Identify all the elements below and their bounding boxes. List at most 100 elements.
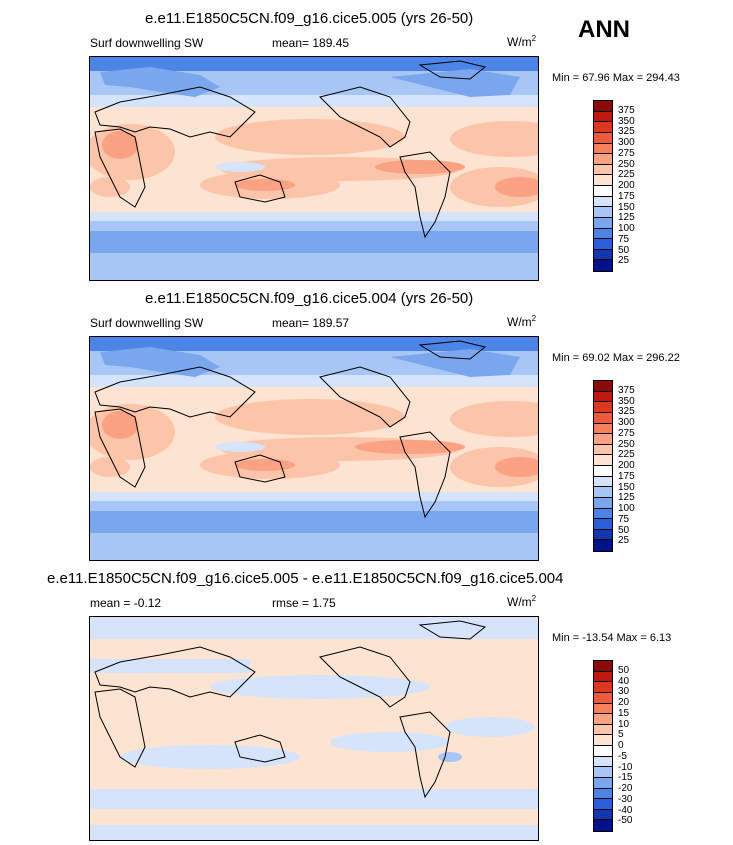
- colorbar-tick-label: 50: [618, 524, 630, 536]
- panel-3-map: [89, 616, 539, 841]
- panel-2-map: [89, 336, 539, 561]
- colorbar-swatch: [594, 671, 612, 683]
- panel-1-map: [89, 56, 539, 281]
- colorbar-swatch: [594, 111, 612, 123]
- panel-3-units-label: W/m2: [507, 594, 537, 609]
- colorbar-tick-label: 350: [618, 395, 635, 407]
- colorbar-tick-label: 30: [618, 686, 630, 698]
- colorbar-swatch: [594, 767, 612, 778]
- panel-2-map-svg: [90, 337, 538, 560]
- panel-1-variable-label: Surf downwelling SW: [90, 36, 204, 50]
- colorbar-tick-label: 50: [618, 664, 630, 676]
- colorbar-tick-label: 325: [618, 126, 635, 138]
- colorbar-swatch: [594, 476, 612, 488]
- colorbar-tick-label: 75: [618, 233, 630, 245]
- colorbar-tick-label: 375: [618, 384, 635, 396]
- colorbar-tick-label: 20: [618, 697, 630, 708]
- colorbar-swatch: [594, 724, 612, 736]
- panel-2-colorbar-swatches: [594, 381, 612, 551]
- colorbar-tick-label: 0: [618, 740, 624, 751]
- colorbar-swatch: [594, 239, 612, 250]
- colorbar-swatch: [594, 703, 612, 715]
- colorbar-swatch: [594, 777, 612, 789]
- panel-3-mean-label: mean = -0.12: [90, 596, 162, 610]
- season-label: ANN: [578, 16, 630, 43]
- colorbar-swatch: [594, 799, 612, 810]
- colorbar-tick-label: 300: [618, 417, 635, 428]
- colorbar-swatch: [594, 444, 612, 456]
- colorbar-swatch: [594, 132, 612, 144]
- colorbar-tick-label: 200: [618, 460, 635, 471]
- colorbar-swatch: [594, 714, 612, 725]
- colorbar-tick-label: 250: [618, 438, 635, 450]
- colorbar-swatch: [594, 529, 612, 541]
- colorbar-swatch: [594, 186, 612, 197]
- panel-1-minmax-label: Min = 67.96 Max = 294.43: [552, 72, 680, 84]
- panel-2-title: e.e11.E1850C5CN.f09_g16.cice5.004 (yrs 2…: [145, 290, 474, 307]
- colorbar-swatch: [594, 466, 612, 477]
- colorbar-tick-label: 300: [618, 137, 635, 148]
- panel-3-title: e.e11.E1850C5CN.f09_g16.cice5.005 - e.e1…: [47, 570, 564, 587]
- colorbar-swatch: [594, 735, 612, 746]
- panel-2-units-label: W/m2: [507, 314, 537, 329]
- colorbar-swatch: [594, 260, 612, 271]
- colorbar-tick-label: -50: [618, 815, 633, 827]
- colorbar-swatch: [594, 455, 612, 466]
- colorbar-tick-label: 375: [618, 104, 635, 116]
- panel-2-minmax-label: Min = 69.02 Max = 296.22: [552, 352, 680, 364]
- colorbar-tick-label: 15: [618, 707, 630, 719]
- colorbar-swatch: [594, 756, 612, 768]
- colorbar-tick-label: 275: [618, 427, 635, 439]
- colorbar-tick-label: 50: [618, 244, 630, 256]
- colorbar-swatch: [594, 412, 612, 424]
- colorbar-swatch: [594, 497, 612, 509]
- colorbar-tick-label: 200: [618, 180, 635, 191]
- colorbar-tick-label: 25: [618, 535, 630, 547]
- colorbar-tick-label: -15: [618, 772, 633, 784]
- colorbar-swatch: [594, 175, 612, 186]
- colorbar-swatch: [594, 207, 612, 218]
- colorbar-swatch: [594, 788, 612, 800]
- colorbar-tick-label: 25: [618, 255, 630, 267]
- colorbar-swatch: [594, 217, 612, 229]
- colorbar-swatch: [594, 519, 612, 530]
- colorbar-swatch: [594, 692, 612, 704]
- colorbar-tick-label: 325: [618, 406, 635, 418]
- colorbar-swatch: [594, 154, 612, 165]
- colorbar-tick-label: -5: [618, 750, 627, 762]
- panel-3-rmse-label: rmse = 1.75: [272, 596, 336, 610]
- colorbar-swatch: [594, 381, 612, 392]
- colorbar-tick-label: 175: [618, 470, 635, 482]
- colorbar-tick-label: -20: [618, 783, 633, 794]
- panel-2-colorbar: [593, 380, 613, 552]
- colorbar-tick-label: 40: [618, 675, 630, 687]
- panel-1-colorbar: [593, 100, 613, 272]
- panel-1-colorbar-swatches: [594, 101, 612, 271]
- colorbar-swatch: [594, 682, 612, 693]
- colorbar-swatch: [594, 228, 612, 240]
- colorbar-tick-label: 350: [618, 115, 635, 127]
- colorbar-tick-label: -10: [618, 761, 633, 773]
- panel-3-colorbar-swatches: [594, 661, 612, 831]
- colorbar-tick-label: 10: [618, 718, 630, 730]
- colorbar-tick-label: 250: [618, 158, 635, 170]
- panel-3-map-svg: [90, 617, 538, 840]
- colorbar-swatch: [594, 746, 612, 757]
- panel-1-units-label: W/m2: [507, 34, 537, 49]
- panel-1-mean-label: mean= 189.45: [272, 36, 350, 50]
- colorbar-swatch: [594, 661, 612, 672]
- colorbar-swatch: [594, 423, 612, 435]
- colorbar-swatch: [594, 196, 612, 208]
- colorbar-tick-label: 150: [618, 201, 635, 213]
- panel-2-variable-label: Surf downwelling SW: [90, 316, 204, 330]
- panel-1-map-svg: [90, 57, 538, 280]
- colorbar-swatch: [594, 391, 612, 403]
- colorbar-swatch: [594, 487, 612, 498]
- colorbar-swatch: [594, 434, 612, 445]
- colorbar-tick-label: 150: [618, 481, 635, 493]
- colorbar-tick-label: 125: [618, 492, 635, 504]
- colorbar-tick-label: 225: [618, 169, 635, 181]
- colorbar-swatch: [594, 101, 612, 112]
- colorbar-swatch: [594, 809, 612, 821]
- colorbar-swatch: [594, 249, 612, 261]
